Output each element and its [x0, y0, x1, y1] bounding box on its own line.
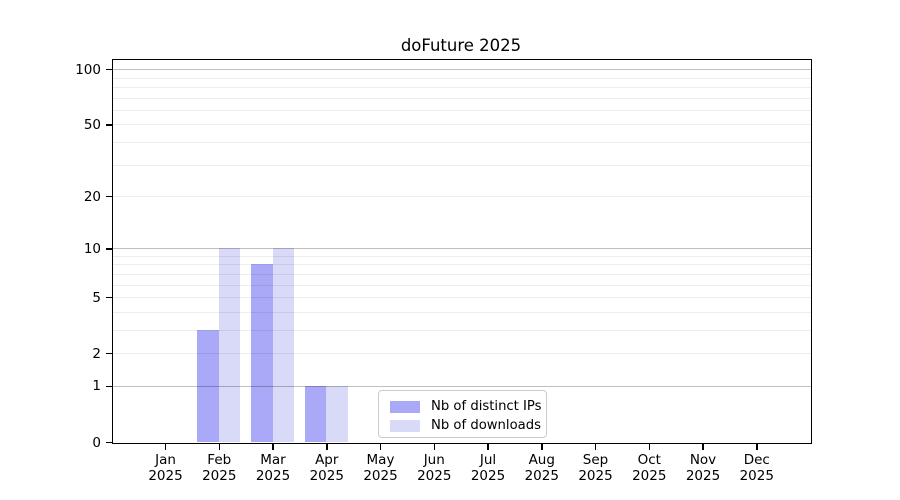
- gridline-major: [112, 69, 811, 71]
- x-tick-month: Nov: [689, 451, 717, 468]
- bar-downloads: [326, 385, 348, 442]
- plot-area: Nb of distinct IPs Nb of downloads: [111, 58, 812, 444]
- x-tick-month: Jan: [155, 451, 176, 468]
- x-tick-month: Apr: [315, 451, 339, 468]
- y-tick-mark: [105, 68, 112, 71]
- x-tick-label: Apr 2025: [295, 452, 359, 484]
- x-tick-mark: [756, 444, 758, 450]
- y-tick-label: 1: [92, 378, 101, 395]
- y-tick-mark: [105, 195, 112, 198]
- gridline-minor: [112, 297, 811, 299]
- gridline-minor: [112, 284, 811, 286]
- y-tick-mark: [105, 385, 112, 388]
- y-tick-label: 100: [75, 61, 101, 78]
- bar-downloads: [272, 248, 294, 442]
- x-tick-month: Jun: [423, 451, 445, 468]
- x-tick-mark: [379, 444, 382, 450]
- x-tick-label: Nov 2025: [671, 452, 735, 484]
- gridline-major: [112, 385, 811, 387]
- x-tick-month: Sep: [582, 451, 609, 468]
- x-tick-month: Aug: [528, 451, 555, 468]
- y-tick-mark: [105, 248, 112, 250]
- legend-label: Nb of downloads: [431, 418, 541, 433]
- gridline-minor: [112, 329, 811, 331]
- y-tick-label: 50: [83, 116, 101, 133]
- x-tick-mark: [218, 444, 220, 450]
- x-tick-year: 2025: [309, 467, 344, 484]
- legend-swatch: [390, 400, 420, 413]
- x-tick-year: 2025: [255, 467, 291, 484]
- y-tick-label: 0: [92, 434, 101, 451]
- bar-distinct-ips: [197, 329, 219, 442]
- x-tick-year: 2025: [739, 467, 774, 484]
- x-tick-label: Aug 2025: [510, 452, 574, 484]
- legend: Nb of distinct IPs Nb of downloads: [378, 390, 547, 438]
- x-tick-year: 2025: [417, 467, 452, 484]
- bar-downloads: [218, 248, 241, 442]
- x-tick-month: Oct: [637, 451, 661, 468]
- x-tick-year: 2025: [524, 467, 559, 484]
- gridline-minor: [112, 353, 811, 355]
- x-tick-label: Jun 2025: [402, 452, 466, 484]
- x-tick-month: Dec: [743, 451, 770, 468]
- gridline-minor: [112, 141, 811, 143]
- y-tick-mark: [105, 441, 112, 444]
- legend-swatch: [390, 419, 420, 432]
- legend-row: Nb of distinct IPs: [387, 398, 542, 415]
- gridline-minor: [112, 264, 811, 266]
- x-tick-year: 2025: [470, 467, 506, 484]
- y-tick-label: 5: [92, 289, 101, 306]
- y-tick-mark: [105, 124, 112, 126]
- x-tick-mark: [433, 444, 435, 450]
- x-tick-label: Jan 2025: [134, 452, 198, 484]
- x-tick-year: 2025: [578, 467, 613, 484]
- x-tick-label: Dec 2025: [725, 452, 789, 484]
- x-tick-label: Jul 2025: [456, 452, 520, 484]
- x-tick-label: Mar 2025: [241, 452, 305, 484]
- gridline-minor: [112, 109, 811, 111]
- x-tick-year: 2025: [685, 467, 721, 484]
- x-tick-mark: [648, 444, 650, 450]
- gridline-major: [112, 248, 811, 250]
- x-tick-label: Feb 2025: [187, 452, 251, 484]
- gridline-minor: [112, 196, 811, 197]
- bar-distinct-ips: [304, 385, 327, 442]
- x-tick-year: 2025: [148, 467, 183, 484]
- x-tick-mark: [164, 444, 167, 450]
- gridline-minor: [112, 124, 811, 126]
- y-tick-mark: [105, 352, 112, 355]
- x-tick-year: 2025: [202, 467, 237, 484]
- legend-row: Nb of downloads: [387, 417, 541, 434]
- y-tick-label: 2: [92, 345, 101, 362]
- x-tick-mark: [541, 444, 543, 450]
- gridline-minor: [112, 311, 811, 313]
- gridline-minor: [112, 255, 811, 257]
- x-tick-label: May 2025: [349, 452, 413, 484]
- gridline-minor: [112, 97, 811, 99]
- x-tick-month: Mar: [260, 451, 286, 468]
- x-tick-label: Sep 2025: [564, 452, 628, 484]
- y-tick-mark: [105, 296, 112, 299]
- gridline-minor: [112, 77, 811, 79]
- x-tick-month: May: [366, 451, 395, 468]
- y-tick-label: 10: [83, 240, 101, 257]
- x-tick-month: Feb: [207, 451, 232, 468]
- gridline-minor: [112, 86, 811, 88]
- chart-title: doFuture 2025: [400, 36, 522, 55]
- x-tick-mark: [594, 444, 597, 450]
- x-tick-mark: [326, 444, 328, 450]
- x-tick-mark: [702, 444, 704, 450]
- x-tick-mark: [272, 444, 274, 450]
- legend-label: Nb of distinct IPs: [431, 399, 542, 414]
- gridline-minor: [112, 164, 811, 166]
- x-tick-year: 2025: [632, 467, 667, 484]
- gridline-minor: [112, 273, 811, 275]
- x-tick-month: Jul: [479, 451, 497, 468]
- bar-distinct-ips: [251, 264, 273, 442]
- y-tick-label: 20: [83, 188, 101, 205]
- x-tick-year: 2025: [363, 467, 398, 484]
- x-tick-mark: [487, 444, 489, 450]
- x-tick-label: Oct 2025: [617, 452, 681, 484]
